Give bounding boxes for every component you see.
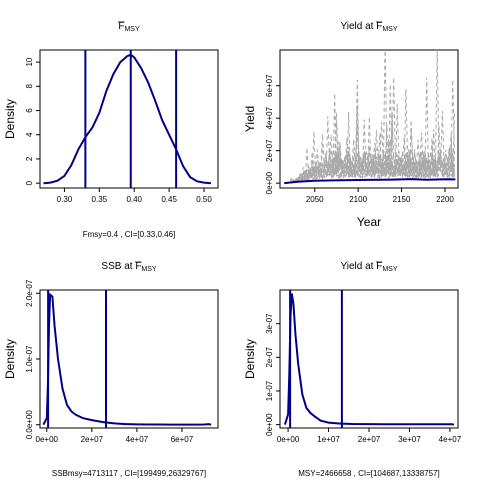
y-axis-label: Density xyxy=(3,339,17,379)
chart-title: Yield at FMSY xyxy=(340,21,397,33)
y-tick-label: 1e-07 xyxy=(265,380,274,401)
chart-caption: MSY=2466658 , CI=[104687,13338757] xyxy=(298,469,439,478)
plot-area xyxy=(43,50,212,188)
y-tick-label: 6e+07 xyxy=(265,74,274,97)
y-tick-label: 0.0e+00 xyxy=(25,410,34,440)
y-tick-label: 3e-07 xyxy=(265,313,274,334)
y-tick-label: 8 xyxy=(25,84,34,89)
density-curve xyxy=(42,292,212,426)
x-tick-label: 2100 xyxy=(349,195,367,204)
x-tick-label: 0.30 xyxy=(57,195,73,204)
x-tick-label: 0.45 xyxy=(161,195,177,204)
plot-area xyxy=(283,290,455,428)
x-tick-label: 2200 xyxy=(436,195,454,204)
chart-panel-1: FMSY 0.30 0.35 0.40 0.45 0.50 0 2 4 6 8 10 Density Fm… xyxy=(3,21,219,239)
chart-title: Yield at FMSY xyxy=(340,261,397,273)
y-tick-label: 2e+07 xyxy=(265,139,274,162)
y-tick-label: 6 xyxy=(25,108,34,113)
simulation-trajectory xyxy=(284,104,455,184)
median-yield-line xyxy=(284,178,456,185)
x-tick-label: 4e+07 xyxy=(126,435,149,444)
x-tick-label: 6e+07 xyxy=(171,435,194,444)
density-curve xyxy=(43,53,212,185)
density-curve xyxy=(283,293,455,426)
x-tick-label: 0.40 xyxy=(126,195,142,204)
x-tick-label: 2150 xyxy=(393,195,411,204)
x-tick-label: 0e+00 xyxy=(36,435,59,444)
y-tick-label: 2.0e-07 xyxy=(25,279,34,307)
simulation-trajectory xyxy=(284,153,455,184)
chart-panel-4: Yield at FMSY 0e+00 1e+07 2e+07 3e+07 4e+07 0e… xyxy=(243,261,462,478)
y-tick-label: 4 xyxy=(25,132,34,137)
y-tick-label: 2 xyxy=(25,156,34,161)
chart-title: SSB at FMSY xyxy=(101,261,157,273)
y-tick-label: 10 xyxy=(25,57,34,66)
chart-caption: SSBmsy=4713117 , CI=[199499,26329767] xyxy=(52,469,206,478)
x-axis-label: Year xyxy=(357,215,381,229)
y-axis-label: Yield xyxy=(243,106,257,132)
x-tick-label: 1e+07 xyxy=(317,435,340,444)
chart-panel-3: SSB at FMSY 0e+00 2e+07 4e+07 6e+07 0.0e+00 1.… xyxy=(3,261,219,478)
y-tick-label: 0 xyxy=(25,180,34,185)
y-tick-label: 0e+00 xyxy=(265,171,274,194)
x-tick-label: 0.50 xyxy=(196,195,212,204)
x-tick-label: 0.35 xyxy=(92,195,108,204)
plot-area xyxy=(42,290,212,428)
y-tick-label: 1.0e-07 xyxy=(25,345,34,373)
chart-panel-2: Yield at FMSY 2050 2100 2150 2200 0e+00 2e+07 4… xyxy=(243,21,459,229)
plot-area xyxy=(284,50,456,185)
chart-title: FMSY xyxy=(118,21,140,33)
plot-frame xyxy=(39,49,219,189)
y-tick-label: 2e-07 xyxy=(265,347,274,368)
simulation-trajectory xyxy=(284,88,455,184)
x-tick-label: 2e+07 xyxy=(358,435,381,444)
y-axis-label: Density xyxy=(243,339,257,379)
x-tick-label: 2e+07 xyxy=(81,435,104,444)
x-tick-label: 3e+07 xyxy=(398,435,421,444)
y-tick-label: 4e+07 xyxy=(265,106,274,129)
x-tick-label: 2050 xyxy=(306,195,324,204)
simulation-trajectory xyxy=(284,84,455,184)
chart-caption: Fmsy=0.4 , CI=[0.33,0.46] xyxy=(83,230,176,239)
plot-frame xyxy=(279,49,459,189)
simulation-trajectory xyxy=(284,111,455,184)
y-axis-label: Density xyxy=(3,99,17,139)
y-tick-label: 0e+00 xyxy=(265,413,274,436)
x-tick-label: 4e+07 xyxy=(439,435,462,444)
x-tick-label: 0e+00 xyxy=(277,435,300,444)
